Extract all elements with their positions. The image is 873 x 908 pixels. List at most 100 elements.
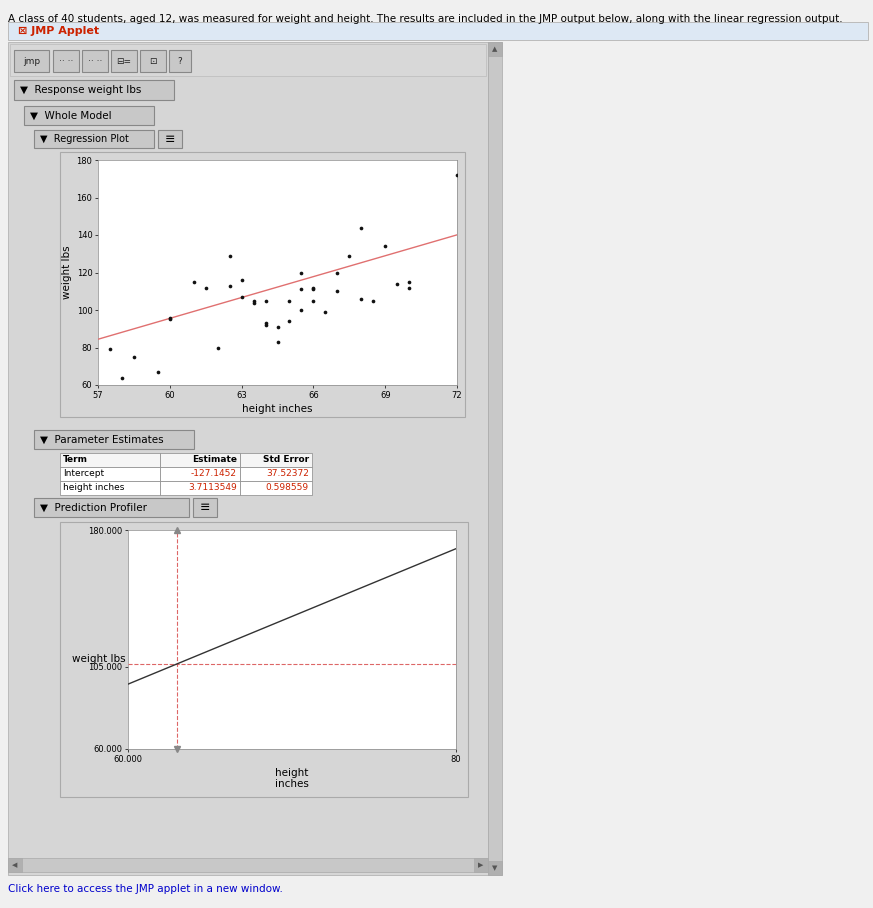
Bar (8, 858, 22, 872)
Bar (82, 50, 108, 72)
Point (330, 284, 344, 299)
Bar (8, 42, 488, 875)
Point (283, 314, 297, 329)
Bar (60, 467, 160, 481)
Bar (160, 467, 240, 481)
Bar (169, 50, 191, 72)
Bar (158, 130, 182, 148)
Point (354, 221, 368, 235)
Bar (60, 152, 465, 417)
Bar (474, 858, 488, 872)
Text: ▼  Parameter Estimates: ▼ Parameter Estimates (40, 435, 163, 445)
Bar (488, 42, 502, 56)
Bar (60, 481, 160, 495)
Bar (53, 50, 79, 72)
Text: ·· ··: ·· ·· (58, 56, 73, 65)
Point (223, 249, 237, 263)
Point (210, 340, 224, 355)
Point (223, 279, 237, 293)
Bar (488, 42, 502, 875)
Point (354, 291, 368, 306)
Bar (60, 522, 468, 797)
Bar (8, 22, 868, 40)
Point (103, 342, 117, 357)
Text: height inches: height inches (63, 483, 124, 492)
Text: Click here to access the JMP applet in a new window.: Click here to access the JMP applet in a… (8, 884, 283, 894)
Point (246, 295, 260, 310)
X-axis label: height
inches: height inches (275, 768, 309, 789)
Text: ▼: ▼ (492, 865, 498, 871)
Text: ▼  Response weight lbs: ▼ Response weight lbs (20, 85, 141, 95)
Bar (488, 861, 502, 875)
Bar (24, 106, 154, 125)
Text: -127.1452: -127.1452 (191, 469, 237, 479)
Point (319, 304, 333, 319)
Text: A class of 40 students, aged 12, was measured for weight and height. The results: A class of 40 students, aged 12, was mea… (8, 14, 842, 24)
Bar (140, 50, 166, 72)
Point (151, 365, 165, 380)
Bar (14, 50, 49, 72)
Text: Estimate: Estimate (192, 456, 237, 465)
Point (306, 281, 320, 295)
Text: Term: Term (63, 456, 88, 465)
Point (367, 293, 381, 308)
Bar (240, 453, 312, 467)
Y-axis label: weight lbs: weight lbs (62, 246, 72, 300)
Point (402, 281, 416, 295)
Point (187, 274, 201, 289)
Text: ▶: ▶ (478, 862, 484, 868)
Bar (34, 430, 194, 449)
Text: ⊟=: ⊟= (116, 56, 132, 65)
Point (342, 249, 356, 263)
Point (235, 272, 249, 287)
Point (402, 274, 416, 289)
Bar (8, 858, 488, 872)
Point (235, 290, 249, 304)
Point (450, 168, 464, 183)
Bar (14, 80, 174, 100)
Text: ⊡: ⊡ (149, 56, 157, 65)
X-axis label: height inches: height inches (242, 404, 313, 414)
Point (283, 293, 297, 308)
Text: ▼  Whole Model: ▼ Whole Model (30, 111, 112, 121)
Text: 37.52372: 37.52372 (266, 469, 309, 479)
Point (306, 293, 320, 308)
Bar (34, 498, 189, 517)
Point (390, 276, 404, 291)
Bar (111, 50, 137, 72)
Point (294, 265, 308, 280)
Text: ≡: ≡ (165, 133, 175, 145)
Text: weight lbs: weight lbs (72, 655, 126, 665)
Bar (60, 453, 160, 467)
Point (258, 318, 272, 332)
Text: ≡: ≡ (200, 501, 210, 514)
Point (163, 311, 177, 325)
Point (246, 293, 260, 308)
Text: ·· ··: ·· ·· (88, 56, 102, 65)
Text: 3.7113549: 3.7113549 (189, 483, 237, 492)
Point (378, 239, 392, 253)
Point (271, 335, 285, 350)
Text: ⊠ JMP Applet: ⊠ JMP Applet (18, 26, 100, 36)
Bar (193, 498, 217, 517)
Point (163, 312, 177, 327)
Bar (240, 467, 312, 481)
Text: ▼  Regression Plot: ▼ Regression Plot (40, 134, 129, 144)
Bar (160, 453, 240, 467)
Text: Intercept: Intercept (63, 469, 104, 479)
Bar (34, 130, 154, 148)
Bar (160, 481, 240, 495)
Point (258, 293, 272, 308)
Point (127, 350, 141, 364)
Point (330, 265, 344, 280)
Bar (10, 44, 486, 76)
Point (258, 316, 272, 331)
Point (306, 282, 320, 297)
Point (199, 281, 213, 295)
Text: ◀: ◀ (12, 862, 17, 868)
Text: ▲: ▲ (492, 46, 498, 52)
Point (294, 302, 308, 317)
Point (271, 320, 285, 334)
Text: ?: ? (177, 56, 182, 65)
Text: Std Error: Std Error (263, 456, 309, 465)
